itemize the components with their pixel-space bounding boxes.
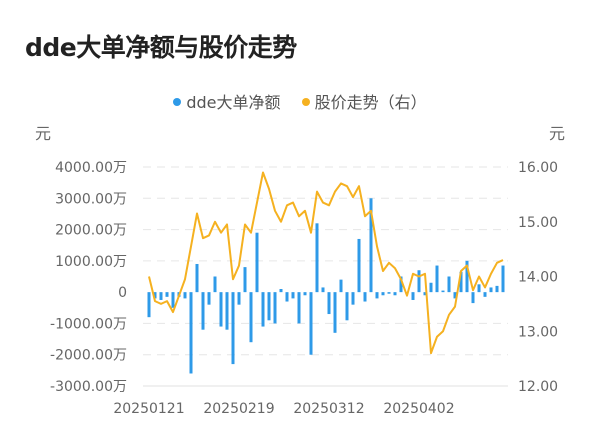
bar[interactable] [303,292,307,296]
legend-label: 股价走势（右） [314,93,427,112]
left-tick-label: 3000.00万 [55,191,127,207]
bar[interactable] [345,292,349,321]
bar[interactable] [261,292,265,327]
bar[interactable] [291,292,295,299]
right-tick-label: 12.00 [518,379,558,395]
bar[interactable] [489,287,493,293]
bar[interactable] [333,292,337,333]
left-tick-label: 2000.00万 [55,223,127,239]
bar[interactable] [399,276,403,293]
bar[interactable] [321,287,325,293]
bar[interactable] [195,263,199,293]
right-axis-unit: 元 [549,124,565,143]
bar[interactable] [393,292,397,296]
legend-item-dde[interactable]: dde大单净额 [173,89,281,113]
bar[interactable] [255,232,259,293]
bar[interactable] [501,265,505,293]
bar[interactable] [165,292,169,297]
chart-title: dde大单净额与股价走势 [25,33,297,62]
bar[interactable] [153,292,157,299]
bar[interactable] [465,260,469,293]
bar[interactable] [183,292,187,299]
bar[interactable] [225,292,229,330]
right-tick-label: 13.00 [518,324,558,340]
bar[interactable] [483,292,487,297]
legend: dde大单净额 股价走势（右） [0,89,600,113]
bar[interactable] [375,292,379,299]
x-tick-label: 20250402 [383,401,454,417]
bar[interactable] [411,292,415,300]
legend-label: dde大单净额 [186,93,281,112]
bar[interactable] [309,292,313,355]
bar[interactable] [213,276,217,293]
bar[interactable] [453,292,457,299]
bar[interactable] [237,292,241,305]
legend-item-price[interactable]: 股价走势（右） [301,89,427,113]
bar[interactable] [471,292,475,304]
bar[interactable] [219,292,223,327]
bar[interactable] [231,292,235,365]
bar[interactable] [351,292,355,305]
left-axis-unit: 元 [35,124,51,143]
bar[interactable] [339,279,343,293]
bar[interactable] [327,292,331,315]
right-tick-label: 15.00 [518,215,558,231]
bar[interactable] [285,292,289,302]
bar[interactable] [387,292,391,294]
price-line[interactable] [148,171,504,355]
left-tick-label: -2000.00万 [50,348,127,364]
left-tick-label: -3000.00万 [50,379,127,395]
bar[interactable] [249,292,253,343]
x-tick-label: 20250312 [293,401,364,417]
bar[interactable] [447,276,451,293]
bar[interactable] [441,290,445,293]
bar[interactable] [435,265,439,293]
bar[interactable] [369,198,373,293]
right-tick-label: 14.00 [518,270,558,286]
bar[interactable] [423,292,427,296]
bar[interactable] [357,238,361,293]
bar[interactable] [495,285,499,293]
bar[interactable] [363,292,367,302]
legend-dot-icon [173,97,182,106]
legend-dot-icon [301,97,310,106]
bar[interactable] [273,292,277,324]
bar[interactable] [315,223,319,293]
bar[interactable] [297,292,301,324]
bar[interactable] [159,292,163,300]
right-tick-label: 16.00 [518,160,558,176]
left-tick-label: 4000.00万 [55,160,127,176]
bar[interactable] [201,292,205,330]
bar[interactable] [189,292,193,374]
bar[interactable] [207,292,211,305]
bar[interactable] [417,270,421,293]
bar[interactable] [243,267,247,293]
x-tick-label: 20250121 [113,401,184,417]
bar[interactable] [267,292,271,321]
left-tick-label: 0 [118,285,127,301]
left-tick-label: 1000.00万 [55,254,127,270]
bar[interactable] [429,282,433,293]
bar[interactable] [381,292,385,296]
bar[interactable] [279,289,283,293]
bar[interactable] [147,292,151,318]
bar[interactable] [171,292,175,308]
left-tick-label: -1000.00万 [50,316,127,332]
bar[interactable] [477,284,481,293]
x-tick-label: 20250219 [203,401,274,417]
bar[interactable] [459,271,463,293]
